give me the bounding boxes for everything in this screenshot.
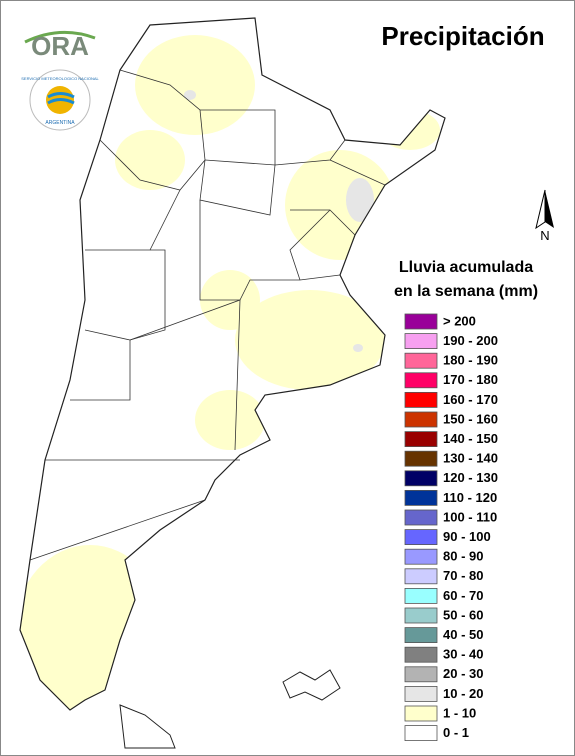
legend-swatch	[405, 726, 437, 741]
title: Precipitación	[381, 21, 544, 51]
legend-swatch	[405, 412, 437, 427]
legend-swatch	[405, 334, 437, 349]
legend-title: en la semana (mm)	[394, 283, 538, 300]
legend-swatch	[405, 569, 437, 584]
legend-label: 100 - 110	[443, 509, 497, 524]
legend-label: 70 - 80	[443, 568, 483, 583]
ora-logo: ORA	[25, 31, 95, 61]
legend-swatch	[405, 549, 437, 564]
legend-label: 60 - 70	[443, 588, 483, 603]
legend-swatch	[405, 667, 437, 682]
north-label: N	[540, 228, 549, 243]
legend-swatch	[405, 530, 437, 545]
legend-swatch	[405, 510, 437, 525]
legend-label: 190 - 200	[443, 333, 498, 348]
logo-text: ORA	[31, 31, 89, 61]
legend-label: 30 - 40	[443, 647, 483, 662]
legend-label: 10 - 20	[443, 686, 483, 701]
legend-swatch	[405, 706, 437, 721]
legend-swatch	[405, 471, 437, 486]
legend-label: 20 - 30	[443, 666, 483, 681]
legend-swatch	[405, 373, 437, 388]
legend-title: Lluvia acumulada	[399, 259, 533, 276]
legend-label: 140 - 150	[443, 431, 498, 446]
legend-swatch	[405, 353, 437, 368]
legend-swatch	[405, 588, 437, 603]
legend-swatch	[405, 647, 437, 662]
legend-swatch	[405, 392, 437, 407]
legend-label: 80 - 90	[443, 549, 483, 564]
legend-label: 0 - 1	[443, 725, 469, 740]
legend-label: > 200	[443, 313, 476, 328]
legend-label: 120 - 130	[443, 470, 498, 485]
legend-label: 170 - 180	[443, 372, 498, 387]
legend-label: 1 - 10	[443, 705, 476, 720]
legend-label: 130 - 140	[443, 451, 498, 466]
map-figure: ORA SERVICIO METEOROLOGICO NACIONAL ARGE…	[0, 0, 575, 756]
agency-text: SERVICIO METEOROLOGICO NACIONAL	[21, 76, 99, 81]
legend-label: 40 - 50	[443, 627, 483, 642]
country-text: ARGENTINA	[45, 120, 75, 126]
legend-label: 50 - 60	[443, 607, 483, 622]
legend-label: 180 - 190	[443, 353, 498, 368]
legend-swatch	[405, 628, 437, 643]
legend-label: 150 - 160	[443, 411, 498, 426]
legend-swatch	[405, 451, 437, 466]
legend-label: 90 - 100	[443, 529, 491, 544]
legend-label: 160 - 170	[443, 392, 498, 407]
legend-swatch	[405, 432, 437, 447]
legend-label: 110 - 120	[443, 490, 497, 505]
legend-swatch	[405, 686, 437, 701]
legend-swatch	[405, 314, 437, 329]
legend-swatch	[405, 608, 437, 623]
legend-swatch	[405, 490, 437, 505]
